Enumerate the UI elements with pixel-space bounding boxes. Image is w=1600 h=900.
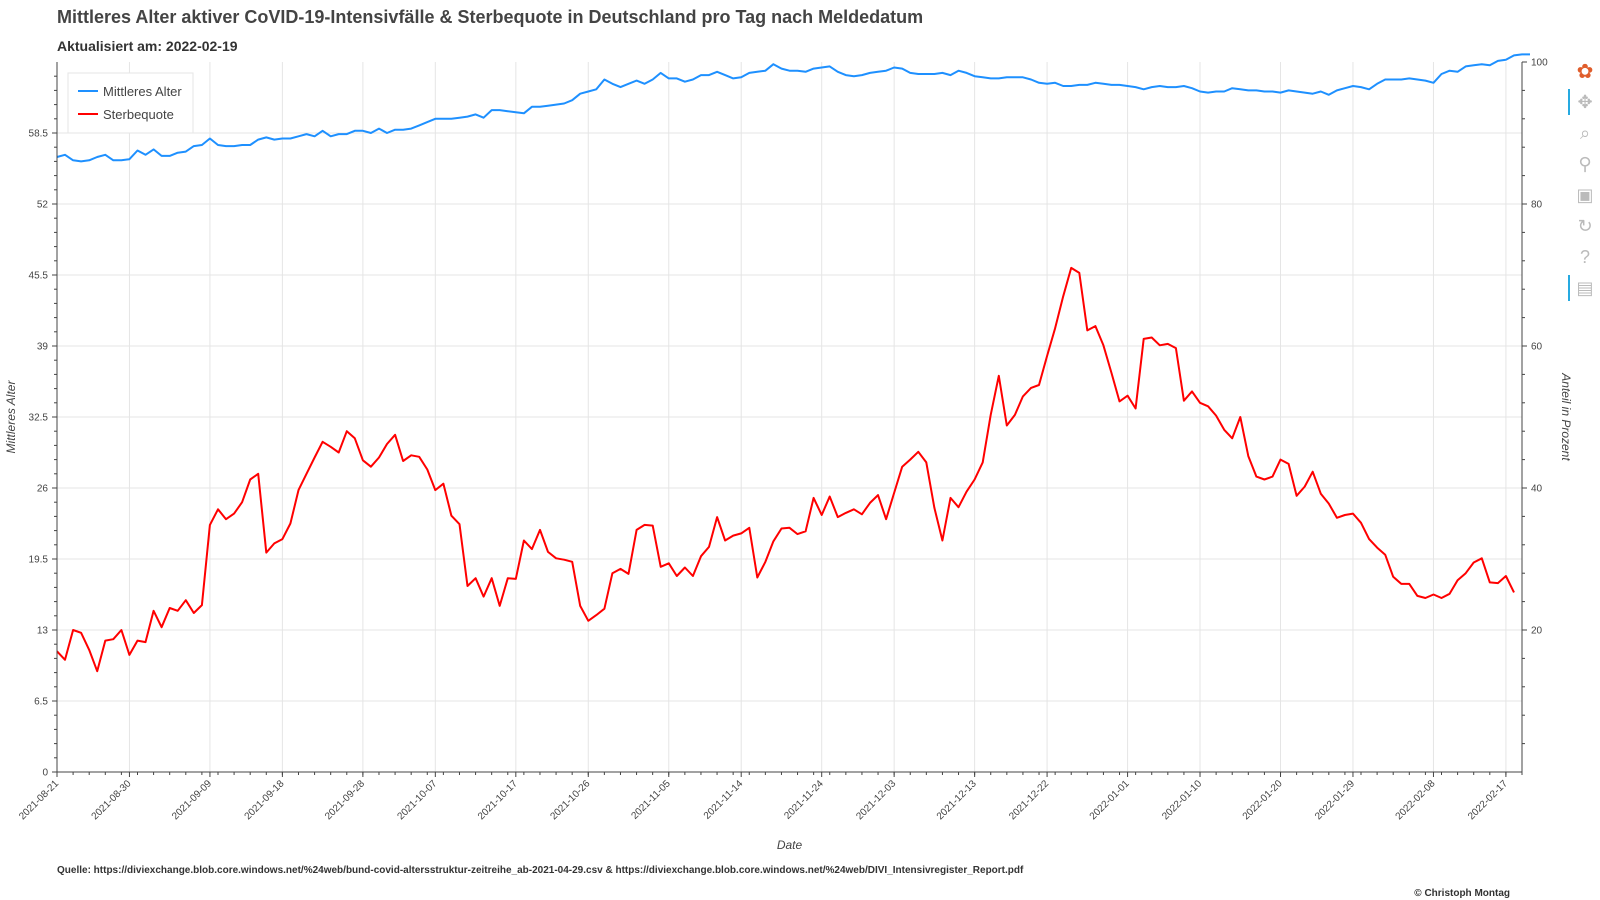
x-tick-label: 2021-12-22	[1007, 778, 1051, 822]
axes: 0 6.5 13 19.5 26 32.5 39 45.5 52 58.5 20 40 60 80 100 2…	[4, 58, 1573, 853]
help-tool-icon[interactable]: ?	[1579, 246, 1590, 267]
legend-item-label[interactable]: Sterbequote	[103, 107, 174, 122]
series-layer	[56, 53, 1530, 673]
y-tick-label: 32.5	[29, 413, 49, 424]
x-tick-label: 2021-11-14	[702, 778, 746, 822]
x-tick-label: 2021-12-03	[854, 778, 898, 822]
y-tick-label: 19.5	[29, 555, 49, 566]
x-tick-label: 2021-08-30	[90, 778, 134, 822]
legend-item-label[interactable]: Mittleres Alter	[103, 84, 182, 99]
y2-tick-label: 60	[1531, 342, 1543, 353]
x-tick-label: 2022-01-01	[1088, 778, 1132, 822]
x-tick-label: 2021-12-13	[935, 778, 979, 822]
save-tool-icon[interactable]: ▣	[1576, 184, 1594, 205]
x-tick-label: 2021-11-24	[782, 778, 826, 822]
x-tick-label: 2021-08-21	[17, 778, 61, 822]
y-axis-title: Mittleres Alter	[4, 380, 18, 454]
y-tick-label: 13	[37, 626, 49, 637]
y2-tick-label: 100	[1531, 58, 1548, 69]
chart-title: Mittleres Alter aktiver CoVID-19-Intensi…	[57, 7, 924, 27]
chart-toolbar: ✿ ✥ ⌕ ⚲ ▣ ↻? ▤	[1568, 58, 1598, 306]
y2-tick-label: 20	[1531, 626, 1543, 637]
y-tick-label: 52	[37, 200, 49, 211]
x-tick-label: 2022-01-20	[1241, 778, 1285, 822]
y-tick-label: 58.5	[29, 129, 49, 140]
series-line-1[interactable]	[56, 266, 1515, 673]
y2-tick-label: 40	[1531, 484, 1543, 495]
x-tick-label: 2022-01-10	[1160, 778, 1204, 822]
y-tick-label: 39	[37, 342, 49, 353]
source-note: Quelle: https://diviexchange.blob.core.w…	[57, 865, 1024, 876]
x-tick-label: 2021-09-09	[170, 778, 214, 822]
y2-axis-title: Anteil in Prozent	[1559, 372, 1573, 461]
x-tick-label: 2021-10-07	[395, 778, 439, 822]
x-tick-label: 2021-10-26	[548, 778, 592, 822]
y-tick-label: 45.5	[29, 271, 49, 282]
wheel-zoom-tool-icon[interactable]: ⚲	[1578, 153, 1592, 174]
x-tick-label: 2021-11-05	[629, 778, 673, 822]
box-zoom-tool-icon[interactable]: ⌕	[1579, 122, 1591, 143]
pan-tool-icon[interactable]: ✥	[1568, 89, 1598, 115]
x-tick-label: 2022-02-08	[1394, 778, 1438, 822]
y-tick-label: 0	[42, 768, 48, 779]
bokeh-logo-icon: ✿	[1576, 60, 1594, 83]
series-line-0[interactable]	[56, 53, 1530, 163]
chart-subtitle: Aktualisiert am: 2022-02-19	[57, 38, 238, 54]
grid	[57, 62, 1522, 772]
y-tick-label: 6.5	[34, 697, 48, 708]
legend[interactable]: Mittleres Alter Sterbequote	[67, 72, 194, 134]
x-tick-label: 2021-10-17	[476, 778, 520, 822]
x-tick-label: 2022-01-29	[1313, 778, 1357, 822]
reset-tool-icon[interactable]: ↻	[1577, 215, 1593, 236]
y-tick-label: 26	[37, 484, 49, 495]
copyright-note: © Christoph Montag	[1414, 888, 1510, 899]
x-axis-title: Date	[777, 838, 803, 852]
legend-box	[67, 72, 194, 134]
hover-tool-icon[interactable]: ▤	[1568, 275, 1598, 301]
x-tick-label: 2021-09-28	[323, 778, 367, 822]
y2-tick-label: 80	[1531, 200, 1543, 211]
x-tick-label: 2021-09-18	[243, 778, 287, 822]
x-tick-label: 2022-02-17	[1466, 778, 1510, 822]
